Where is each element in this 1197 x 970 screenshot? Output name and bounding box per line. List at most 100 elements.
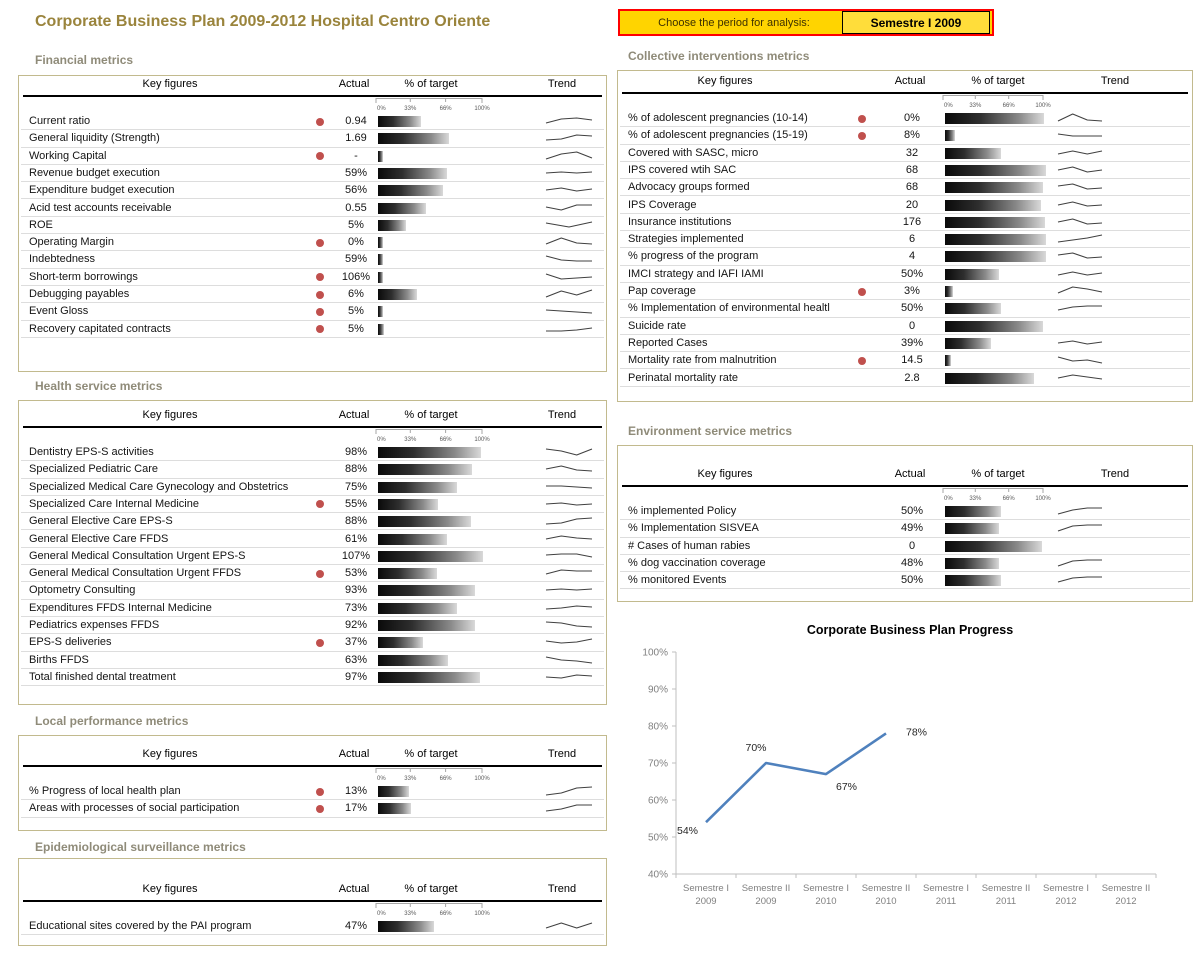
trend-sparkline	[545, 465, 593, 472]
actual-value: 6%	[348, 288, 364, 300]
target-bar	[945, 506, 1001, 517]
alert-dot-icon	[316, 290, 324, 299]
x-axis-category-year: 2012	[1055, 896, 1076, 907]
actual-value: 47%	[344, 920, 368, 932]
actual-value: 6	[908, 233, 916, 246]
trend-sparkline	[545, 502, 593, 506]
column-header-target: % of target	[404, 78, 458, 90]
table-row: Indebtedness 59%	[21, 251, 604, 269]
actual-value: 92%	[344, 619, 368, 631]
target-bar	[945, 234, 1046, 246]
alert-dot-icon	[316, 307, 324, 316]
section-heading-local: Local performance metrics	[35, 714, 189, 728]
target-bar	[945, 337, 991, 349]
target-bar	[378, 167, 447, 179]
actual-value: 5%	[348, 218, 364, 231]
table-row: # Cases of human rabies 0	[620, 538, 1190, 555]
actual-value: 68	[905, 181, 919, 194]
target-bar	[378, 323, 385, 335]
scale-tick-label: 0%	[377, 776, 386, 782]
target-bar	[378, 271, 384, 283]
period-value-dropdown[interactable]: Semestre I 2009	[842, 11, 990, 34]
scale-tick-label: 100%	[474, 106, 490, 112]
actual-value: 0%	[904, 112, 920, 124]
page-title: Corporate Business Plan 2009-2012 Hospit…	[35, 13, 491, 30]
column-header-actual: Actual	[338, 409, 370, 421]
trend-sparkline	[545, 517, 593, 525]
metric-label: EPS-S deliveries	[29, 636, 112, 649]
metric-label: General Elective Care EPS-S	[29, 515, 173, 528]
actual-value: 55%	[344, 497, 368, 510]
metric-label: Specialized Care Internal Medicine	[29, 497, 199, 510]
trend-sparkline	[545, 621, 593, 628]
table-row: Pediatrics expenses FFDS 92%	[21, 617, 604, 635]
actual-value: 17%	[344, 802, 368, 815]
table-row: Working Capital -	[21, 148, 604, 165]
actual-value: 88%	[344, 515, 368, 528]
y-axis-tick-label: 60%	[648, 796, 668, 807]
actual-value: 0	[908, 539, 916, 552]
table-row: Advocacy groups formed 68	[620, 179, 1190, 197]
trend-sparkline	[1057, 524, 1102, 532]
header-underline	[23, 95, 602, 97]
target-bar	[945, 216, 1045, 228]
actual-value: 20	[905, 198, 919, 211]
trend-sparkline	[545, 289, 593, 298]
column-header-trend: Trend	[547, 748, 577, 760]
target-bar	[378, 620, 476, 631]
actual-value: 97%	[344, 670, 368, 683]
target-bar	[945, 575, 1001, 587]
column-header-key-figures: Key figures	[697, 75, 753, 87]
column-header-target: % of target	[404, 409, 458, 421]
x-axis-category-label: Semestre I	[1043, 883, 1089, 894]
actual-value: 106%	[341, 270, 371, 283]
metric-label: Pediatrics expenses FFDS	[29, 619, 160, 631]
table-row: Acid test accounts receivable 0.55	[21, 200, 604, 217]
actual-value: 176	[902, 215, 922, 228]
table-row: % Implementation SISVEA 49%	[620, 520, 1190, 538]
y-axis-tick-label: 80%	[648, 722, 668, 733]
table-row: Perinatal mortality rate 2.8	[620, 370, 1190, 387]
scale-tick-label: 100%	[1035, 496, 1051, 502]
actual-value: 98%	[344, 446, 368, 458]
trend-sparkline	[545, 922, 593, 929]
metric-label: General liquidity (Strength)	[29, 132, 160, 145]
scale-tick-label: 0%	[377, 106, 386, 112]
alert-dot-icon	[316, 325, 324, 334]
target-bar	[945, 182, 1043, 194]
actual-value: 0.94	[345, 115, 367, 127]
table-row: Strategies implemented 6	[620, 231, 1190, 249]
actual-value: 0.55	[345, 201, 367, 214]
metric-label: Event Gloss	[29, 305, 89, 318]
metric-label: General Elective Care FFDS	[29, 532, 169, 545]
target-bar	[378, 237, 384, 249]
table-row: General Elective Care FFDS 61%	[21, 531, 604, 548]
actual-value: 75%	[344, 480, 368, 493]
panel-financial-metrics: Key figures Actual % of target Trend 0% 33% 66…	[18, 75, 607, 372]
table-row: IPS covered wtih SAC 68	[620, 162, 1190, 180]
target-scale-ruler: 0% 33% 66% 100%	[375, 429, 490, 443]
metric-label: Specialized Medical Care Gynecology and …	[29, 480, 289, 493]
actual-value: 59%	[344, 253, 368, 266]
scale-tick-label: 33%	[404, 106, 417, 112]
metric-label: % monitored Events	[628, 574, 727, 587]
target-bar	[378, 637, 423, 649]
metric-label: % Implementation of environmental healtl	[628, 302, 830, 315]
panel-local-performance-metrics: Key figures Actual % of target Trend 0% 33% 66…	[18, 735, 607, 831]
period-selector-label: Choose the period for analysis:	[658, 16, 810, 29]
metric-label: Areas with processes of social participa…	[29, 802, 240, 815]
metric-label: ROE	[29, 218, 53, 231]
table-row: Expenditures FFDS Internal Medicine 73%	[21, 600, 604, 617]
target-bar	[378, 498, 438, 510]
actual-value: 93%	[344, 584, 368, 597]
y-axis-tick-label: 50%	[648, 833, 668, 844]
actual-value: 32	[905, 146, 919, 159]
table-row: Current ratio 0.94	[21, 113, 604, 131]
trend-sparkline	[1057, 133, 1102, 137]
column-header-target: % of target	[404, 883, 458, 895]
trend-sparkline	[1057, 286, 1103, 294]
table-row: % Progress of local health plan 13%	[21, 783, 604, 801]
x-axis-category-year: 2009	[695, 896, 716, 907]
header-underline	[622, 485, 1188, 487]
trend-sparkline	[545, 448, 593, 456]
